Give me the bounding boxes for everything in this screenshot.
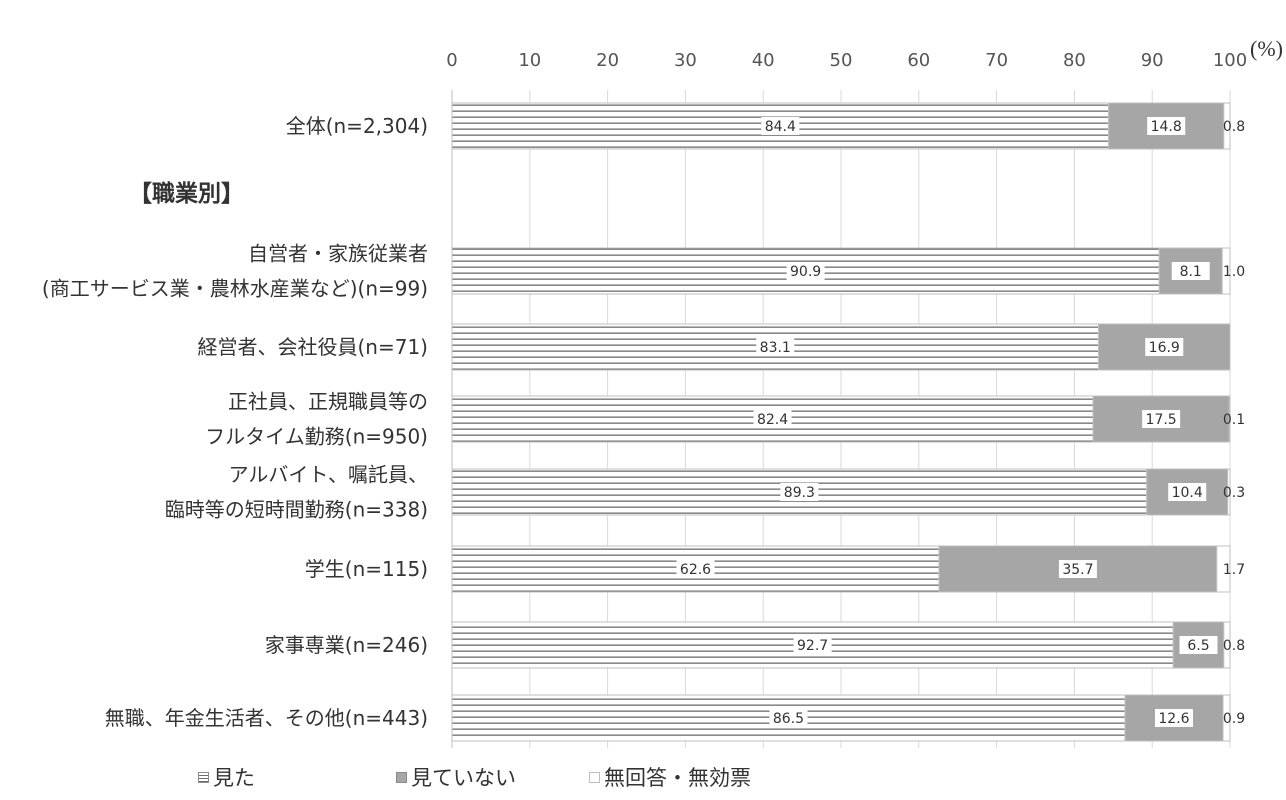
data-label-bg — [676, 560, 715, 578]
x-tick-label: 80 — [1063, 50, 1086, 71]
x-tick-label: 20 — [596, 50, 619, 71]
category-label: 全体(n=2,304) — [286, 114, 428, 138]
data-label-bg — [1179, 636, 1218, 654]
data-label-bg — [786, 262, 825, 280]
data-label-bg — [793, 636, 832, 654]
x-tick-label: 70 — [985, 50, 1008, 71]
data-label: 6.5 — [1187, 638, 1209, 654]
x-tick-label: 90 — [1141, 50, 1164, 71]
data-label: 90.9 — [790, 264, 821, 280]
data-label: 17.5 — [1146, 412, 1177, 428]
stacked-bar-chart: (%) 0 10 20 30 40 50 60 70 80 90 100 84.4 14.8 0.8 90… — [42, 36, 1283, 748]
legend-item-seen: 見た — [198, 762, 255, 792]
legend-label: 見ていない — [411, 766, 516, 790]
category-label: 臨時等の短時間勤務(n=338) — [165, 498, 428, 522]
x-tick-label: 50 — [830, 50, 853, 71]
x-tick-label: 30 — [674, 50, 697, 71]
legend-item-not-seen: 見ていない — [396, 762, 516, 792]
bar-no-answer — [1222, 694, 1231, 742]
x-tick-label: 100 — [1213, 50, 1247, 71]
category-label: 自営者・家族従業者 — [248, 242, 428, 266]
data-label-bg — [1168, 483, 1207, 501]
bar-no-answer — [1223, 102, 1231, 150]
data-label: 0.8 — [1223, 119, 1245, 135]
data-label: 1.7 — [1223, 562, 1245, 578]
data-label: 10.4 — [1172, 485, 1203, 501]
legend-label: 見た — [213, 766, 255, 790]
data-label-bg — [761, 117, 800, 135]
data-label: 0.1 — [1223, 412, 1245, 428]
data-label: 82.4 — [757, 412, 788, 428]
bar-no-answer — [1227, 468, 1231, 516]
legend-label: 無回答・無効票 — [604, 766, 751, 790]
legend-swatch-seen — [198, 771, 209, 783]
data-label-bg — [1145, 338, 1184, 356]
x-tick-label: 0 — [446, 50, 457, 71]
data-label: 0.9 — [1223, 711, 1245, 727]
data-label: 92.7 — [797, 638, 828, 654]
data-label: 0.3 — [1223, 485, 1245, 501]
bar-no-answer — [1228, 395, 1231, 443]
data-label: 14.8 — [1151, 119, 1182, 135]
legend-swatch-no-answer — [589, 771, 600, 783]
legend-item-no-answer: 無回答・無効票 — [589, 762, 751, 792]
data-label: 86.5 — [773, 711, 804, 727]
category-label: (商工サービス業・農林水産業など)(n=99) — [42, 277, 428, 301]
data-label: 83.1 — [760, 340, 791, 356]
legend-swatch-not-seen — [396, 771, 407, 783]
data-label: 84.4 — [765, 119, 796, 135]
data-label-bg — [1058, 560, 1097, 578]
category-label: 経営者、会社役員(n=71) — [198, 335, 429, 359]
data-label: 62.6 — [680, 562, 711, 578]
unit-label: (%) — [1250, 36, 1283, 61]
data-label: 35.7 — [1062, 562, 1093, 578]
x-tick-label: 40 — [752, 50, 775, 71]
category-label: アルバイト、嘱託員、 — [229, 463, 428, 487]
category-label: フルタイム勤務(n=950) — [205, 425, 428, 449]
data-label-bg — [1154, 709, 1193, 727]
category-label: 無職、年金生活者、その他(n=443) — [105, 706, 428, 730]
data-label: 12.6 — [1158, 711, 1189, 727]
data-label-bg — [780, 483, 819, 501]
category-label: 学生(n=115) — [305, 557, 428, 581]
data-label-bg — [1147, 117, 1186, 135]
bar-no-answer — [1216, 545, 1231, 593]
x-tick-label: 10 — [518, 50, 541, 71]
data-label-bg — [756, 338, 795, 356]
category-label: 正社員、正規職員等の — [228, 390, 428, 414]
category-label: 家事専業(n=246) — [265, 633, 428, 657]
data-label: 89.3 — [784, 485, 815, 501]
data-label: 16.9 — [1149, 340, 1180, 356]
bar-no-answer — [1221, 247, 1231, 295]
data-label-bg — [1171, 262, 1210, 280]
x-tick-label: 60 — [907, 50, 930, 71]
data-label-bg — [1142, 410, 1181, 428]
legend: 見た 見ていない 無回答・無効票 — [0, 762, 1286, 796]
section-header: 【職業別】 — [129, 180, 244, 207]
data-label-bg — [769, 709, 808, 727]
data-label: 8.1 — [1180, 264, 1202, 280]
data-label-bg — [753, 410, 792, 428]
data-label: 0.8 — [1223, 638, 1245, 654]
bar-no-answer — [1223, 621, 1231, 669]
data-label: 1.0 — [1223, 264, 1245, 280]
